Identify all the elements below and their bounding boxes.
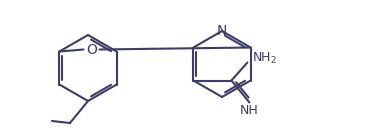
Text: NH$_2$: NH$_2$ [253, 51, 278, 66]
Text: N: N [217, 24, 227, 38]
Text: NH: NH [240, 104, 259, 118]
Text: O: O [86, 42, 97, 56]
